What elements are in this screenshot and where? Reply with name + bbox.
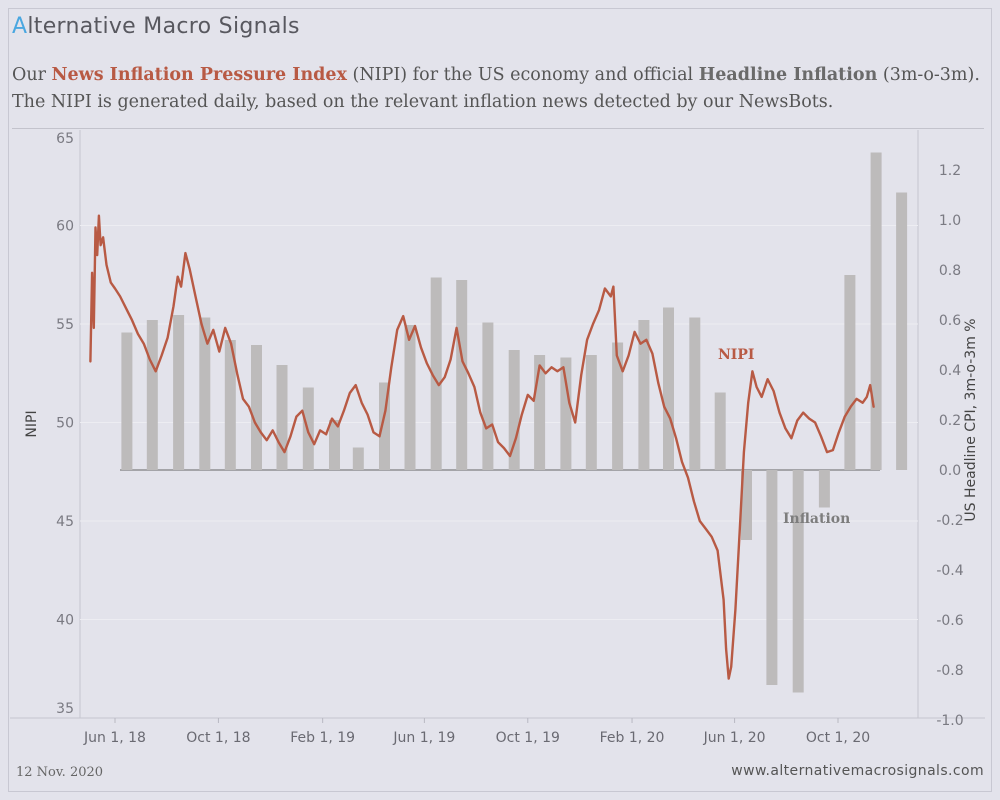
- inflation-bar: [508, 350, 520, 470]
- inflation-bar: [224, 340, 236, 470]
- x-tick-label: Oct 1, 20: [806, 730, 870, 746]
- chart-subtitle: Our News Inflation Pressure Index (NIPI)…: [12, 62, 982, 116]
- inflation-bar: [663, 307, 674, 470]
- right-tick-label: -0.6: [936, 613, 963, 629]
- footer-url: www.alternativemacrosignals.com: [731, 763, 984, 779]
- left-tick-label: 65: [56, 131, 74, 147]
- right-tick-label: -0.8: [936, 663, 963, 679]
- left-tick-label: 50: [56, 416, 74, 432]
- subtitle-nipi-name: News Inflation Pressure Index: [51, 65, 347, 85]
- inflation-bar: [896, 192, 908, 470]
- subtitle-text-a: Our: [12, 65, 52, 85]
- x-tick-label: Oct 1, 19: [496, 730, 560, 746]
- right-tick-label: 1.0: [939, 213, 961, 229]
- inflation-bar: [612, 342, 624, 470]
- inflation-bar: [379, 382, 390, 470]
- x-tick-label: Jun 1, 19: [392, 730, 455, 746]
- nipi-annotation: NIPI: [718, 347, 754, 363]
- inflation-bar: [430, 277, 442, 470]
- subtitle-inflation-name: Headline Inflation: [698, 65, 878, 85]
- inflation-bar: [792, 470, 804, 693]
- inflation-bar: [329, 420, 340, 470]
- inflation-annotation: Inflation: [783, 511, 850, 527]
- left-tick-label: 60: [56, 219, 74, 235]
- right-tick-label: 1.2: [939, 163, 961, 179]
- right-tick-label: -0.4: [936, 563, 963, 579]
- inflation-bar: [173, 315, 185, 470]
- left-axis-title: NIPI: [24, 410, 40, 437]
- footer-date: 12 Nov. 2020: [16, 765, 104, 780]
- left-tick-label: 40: [56, 613, 74, 629]
- inflation-bar: [689, 317, 701, 470]
- header-divider: [12, 128, 984, 129]
- right-axis-title: US Headline CPI, 3m-o-3m %: [963, 318, 979, 521]
- right-tick-label: 0.0: [939, 463, 961, 479]
- inflation-bar: [585, 355, 597, 470]
- x-tick-label: Oct 1, 18: [186, 730, 250, 746]
- subtitle-line-2: The NIPI is generated daily, based on th…: [12, 92, 834, 112]
- subtitle-text-b: (NIPI) for the US economy and official: [346, 65, 699, 85]
- left-tick-label: 45: [56, 514, 74, 530]
- chart-frame: [8, 8, 992, 792]
- inflation-bar: [638, 320, 650, 470]
- inflation-bar: [741, 470, 752, 540]
- nipi-line: [89, 214, 875, 680]
- x-tick-label: Jun 1, 18: [83, 730, 146, 746]
- inflation-bar: [199, 317, 211, 470]
- left-tick-label: 35: [56, 701, 74, 717]
- inflation-bar: [146, 320, 158, 470]
- brand-rest: lternative Macro Signals: [27, 14, 300, 39]
- right-tick-label: -0.2: [936, 513, 963, 529]
- inflation-bar: [456, 280, 468, 470]
- brand-first-letter: A: [12, 14, 28, 39]
- right-tick-label: 0.8: [939, 263, 961, 279]
- right-tick-label: 0.2: [939, 413, 961, 429]
- inflation-bar: [714, 392, 726, 470]
- brand-logo: Alternative Macro Signals: [12, 14, 300, 39]
- inflation-bar: [844, 275, 856, 470]
- inflation-bar: [121, 332, 133, 470]
- inflation-bar: [404, 325, 416, 470]
- inflation-bar: [251, 345, 262, 470]
- inflation-bar: [818, 470, 830, 508]
- right-tick-label: 0.4: [939, 363, 961, 379]
- inflation-bar: [766, 470, 778, 685]
- right-tick-label: -1.0: [936, 713, 963, 729]
- x-tick-label: Feb 1, 19: [290, 730, 355, 746]
- x-tick-label: Feb 1, 20: [600, 730, 665, 746]
- inflation-bar: [276, 365, 288, 470]
- subtitle-line-1: Our News Inflation Pressure Index (NIPI)…: [12, 62, 982, 89]
- inflation-bar: [560, 357, 572, 470]
- subtitle-text-c: (3m-o-3m).: [877, 65, 980, 85]
- x-tick-label: Jun 1, 20: [703, 730, 766, 746]
- left-tick-label: 55: [56, 317, 74, 333]
- right-tick-label: 0.6: [939, 313, 961, 329]
- inflation-bar: [870, 152, 882, 470]
- inflation-bar: [482, 322, 494, 470]
- inflation-bar: [534, 355, 546, 470]
- inflation-bar: [352, 447, 364, 470]
